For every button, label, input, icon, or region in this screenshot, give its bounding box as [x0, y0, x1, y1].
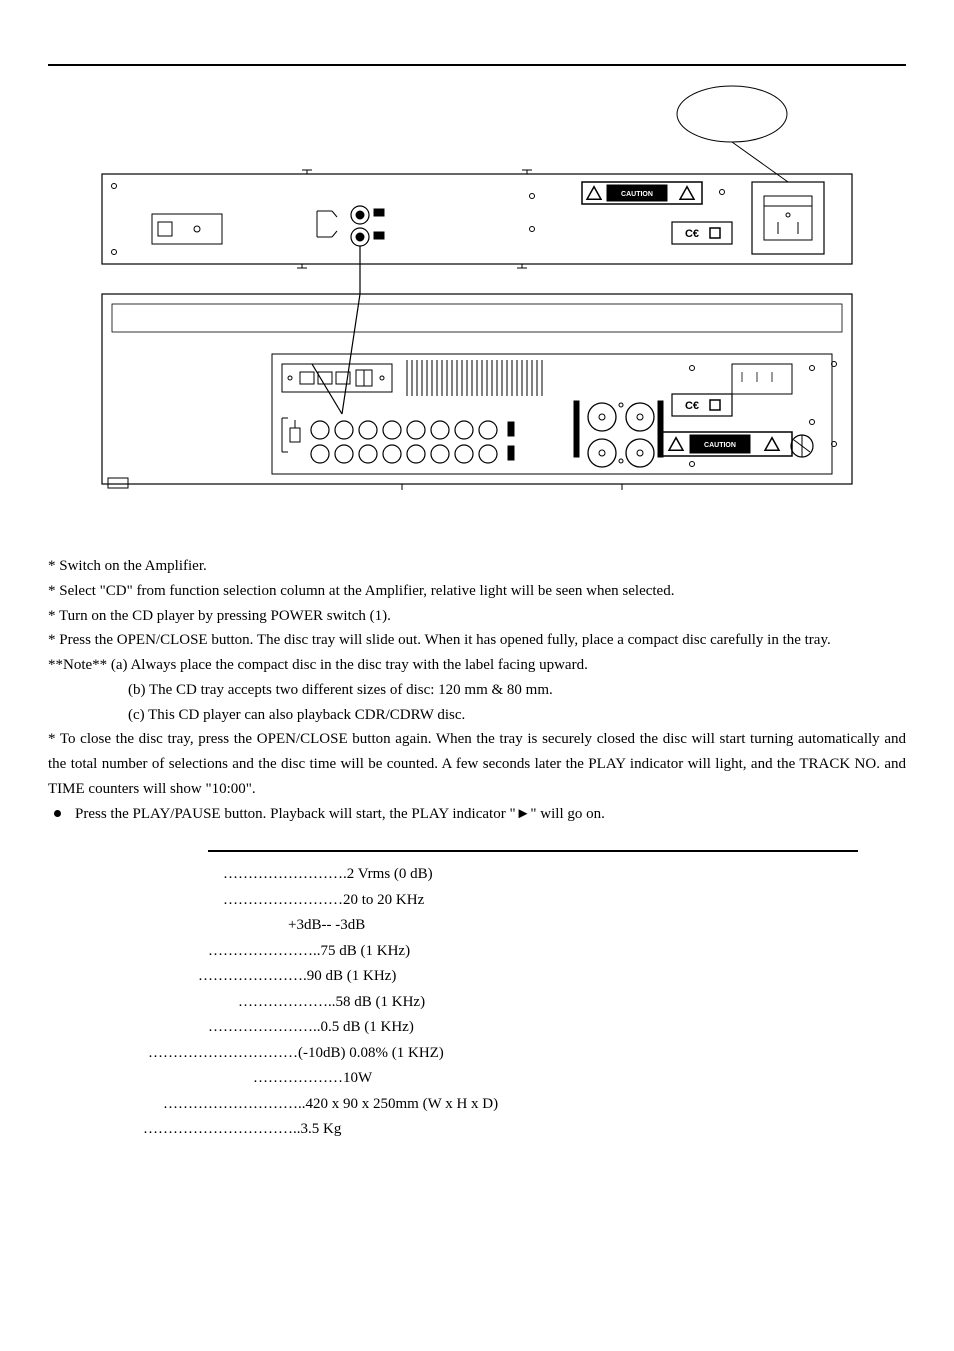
- specifications-list: …………………….2 Vrms (0 dB)……………………20 to 20 K…: [48, 862, 906, 1143]
- spec-row: ……………………20 to 20 KHz: [48, 888, 906, 914]
- svg-text:CAUTION: CAUTION: [621, 191, 653, 198]
- instr-bullet-row: Press the PLAY/PAUSE button. Playback wi…: [48, 802, 906, 827]
- bullet-icon: [54, 810, 61, 817]
- instr-close-tray: * To close the disc tray, press the OPEN…: [48, 727, 906, 801]
- note-line-c: (c) This CD player can also playback CDR…: [48, 703, 906, 728]
- spec-row: …………………..75 dB (1 KHz): [48, 939, 906, 965]
- instructions-block: * Switch on the Amplifier. * Select "CD"…: [48, 554, 906, 826]
- spec-row: +3dB-- -3dB: [48, 913, 906, 939]
- svg-text:CAUTION: CAUTION: [704, 442, 736, 449]
- spec-row: …………………………..3.5 Kg: [48, 1117, 906, 1143]
- top-section-rule: [48, 64, 906, 66]
- instr-bullet: Press the PLAY/PAUSE button. Playback wi…: [75, 802, 605, 827]
- specs-section-rule: [208, 850, 858, 852]
- instr-line: * Press the OPEN/CLOSE button. The disc …: [48, 628, 906, 653]
- svg-text:C€: C€: [685, 400, 699, 412]
- instr-line: * Select "CD" from function selection co…: [48, 579, 906, 604]
- svg-text:C€: C€: [685, 228, 699, 240]
- spec-row: …………………..0.5 dB (1 KHz): [48, 1015, 906, 1041]
- spec-row: ………………10W: [48, 1066, 906, 1092]
- spec-row: ………………………..420 x 90 x 250mm (W x H x D): [48, 1092, 906, 1118]
- connection-diagram: CAUTION C€ C€ CAUTION: [48, 84, 906, 514]
- spec-row: …………………………(-10dB) 0.08% (1 KHZ): [48, 1041, 906, 1067]
- instr-line: * Switch on the Amplifier.: [48, 554, 906, 579]
- note-line-b: (b) The CD tray accepts two different si…: [48, 678, 906, 703]
- diagram-svg: CAUTION C€ C€ CAUTION: [62, 84, 892, 514]
- spec-row: …………………….2 Vrms (0 dB): [48, 862, 906, 888]
- instr-line: * Turn on the CD player by pressing POWE…: [48, 604, 906, 629]
- spec-row: ………………….90 dB (1 KHz): [48, 964, 906, 990]
- instr-line: **Note** (a) Always place the compact di…: [48, 653, 906, 678]
- spec-row: ………………..58 dB (1 KHz): [48, 990, 906, 1016]
